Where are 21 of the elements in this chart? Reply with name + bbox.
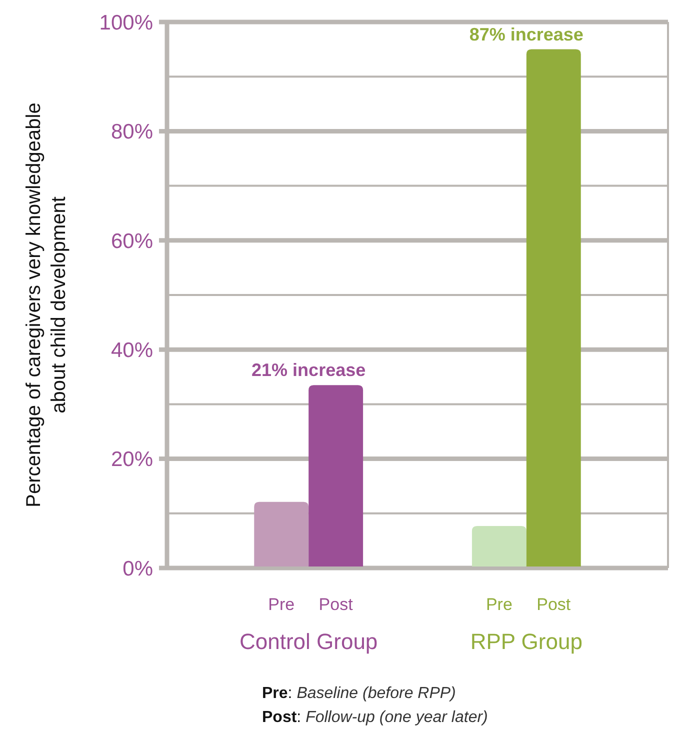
y-tick-label: 0% xyxy=(122,557,153,580)
x-tick-label: RPP Group xyxy=(470,629,582,654)
text: Post xyxy=(536,595,571,614)
series-label: Pre xyxy=(268,595,295,614)
y-tick-label: 80% xyxy=(110,120,153,144)
annotation: 21% increase xyxy=(252,360,366,380)
bar xyxy=(526,49,581,568)
text: Pre: Baseline (before RPP) xyxy=(262,685,456,702)
bar xyxy=(472,526,526,568)
text: Pre xyxy=(486,595,512,614)
y-tick-label: 100% xyxy=(99,11,153,34)
y-tick-label: 20% xyxy=(110,448,153,472)
y-axis-title: Percentage of caregivers very knowledgeable about child development xyxy=(23,102,70,508)
text: Post: Follow-up (one year later) xyxy=(262,709,488,726)
y-tick-label: 40% xyxy=(110,338,153,362)
x-tick-label: Control Group xyxy=(239,629,378,654)
series-label: Post xyxy=(318,595,354,614)
bar xyxy=(308,385,364,568)
bar xyxy=(254,502,309,568)
annotation: 87% increase xyxy=(469,24,584,44)
y-tick-label: 60% xyxy=(110,230,153,253)
